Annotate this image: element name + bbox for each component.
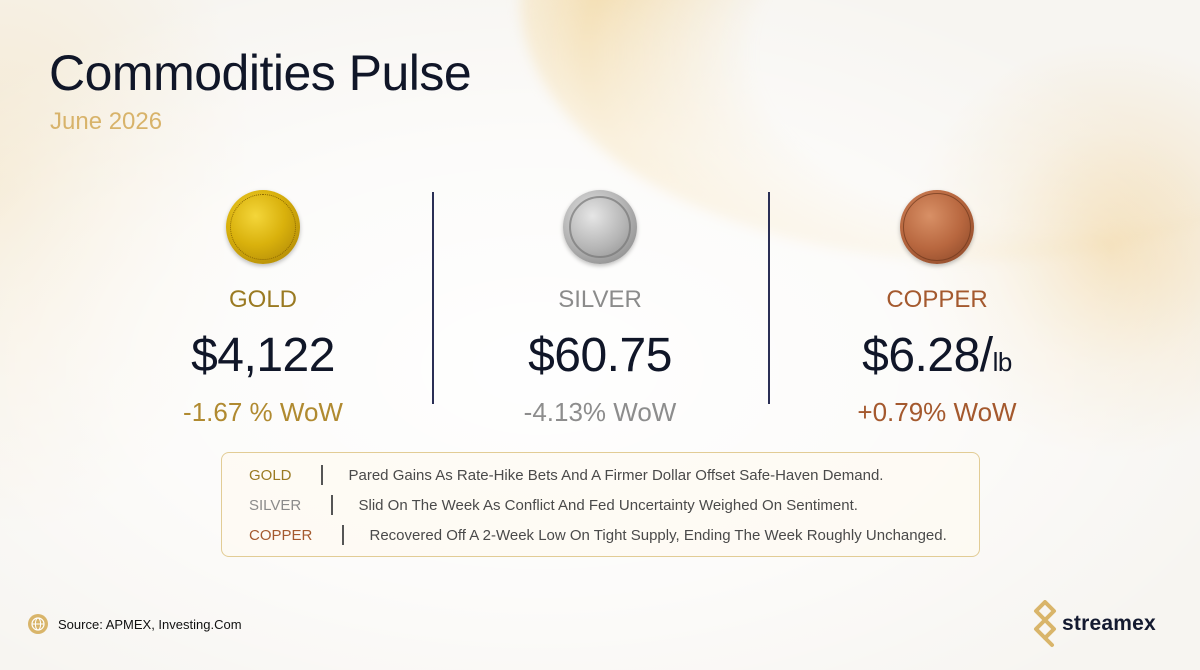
note-label: SILVER: [249, 496, 302, 514]
globe-icon: [28, 614, 48, 634]
silver-price: $60.75: [450, 328, 750, 383]
copper-price: $6.28/lb: [787, 328, 1087, 383]
silver-price-value: $60.75: [528, 329, 672, 382]
gold-price-value: $4,122: [191, 329, 335, 382]
note-row-gold: GOLD Pared Gains As Rate-Hike Bets And A…: [249, 465, 883, 485]
brand-name: streamex: [1062, 612, 1156, 635]
note-text: Pared Gains As Rate-Hike Bets And A Firm…: [348, 466, 884, 484]
note-label: COPPER: [249, 526, 313, 544]
note-text: Recovered Off A 2-Week Low On Tight Supp…: [369, 526, 947, 544]
gold-price: $4,122: [113, 328, 413, 383]
note-label: GOLD: [249, 466, 292, 484]
gold-card: GOLD $4,122 -1.67 % WoW: [113, 190, 413, 428]
source-text: Source: APMEX, Investing.Com: [58, 616, 242, 632]
source-line: Source: APMEX, Investing.Com: [28, 614, 242, 634]
silver-coin-icon: [563, 190, 637, 264]
gold-label: GOLD: [228, 286, 297, 313]
gold-change: -1.67 % WoW: [183, 397, 343, 427]
silver-card: SILVER $60.75 -4.13% WoW: [450, 190, 750, 428]
column-divider: [768, 192, 770, 404]
column-divider: [432, 192, 434, 404]
silver-label: SILVER: [558, 286, 642, 313]
page-subtitle: June 2026: [50, 108, 163, 135]
copper-label: COPPER: [886, 286, 988, 313]
silver-change: -4.13% WoW: [523, 397, 677, 427]
copper-change: +0.79% WoW: [857, 397, 1017, 427]
note-divider: [331, 495, 333, 515]
note-divider: [342, 525, 344, 545]
page-title: Commodities Pulse: [49, 45, 472, 101]
note-row-silver: SILVER Slid On The Week As Conflict And …: [249, 495, 858, 515]
copper-price-value: $6.28/: [862, 329, 993, 382]
gold-coin-icon: [226, 190, 300, 264]
note-text: Slid On The Week As Conflict And Fed Unc…: [358, 496, 858, 514]
copper-card: COPPER $6.28/lb +0.79% WoW: [787, 190, 1087, 428]
commentary-box: GOLD Pared Gains As Rate-Hike Bets And A…: [221, 452, 980, 557]
copper-price-unit: lb: [992, 347, 1013, 377]
brand-logo: streamex: [1032, 600, 1156, 648]
copper-coin-icon: [900, 190, 974, 264]
streamex-logo-icon: [1034, 600, 1056, 647]
note-row-copper: COPPER Recovered Off A 2-Week Low On Tig…: [249, 525, 947, 545]
note-divider: [321, 465, 323, 485]
